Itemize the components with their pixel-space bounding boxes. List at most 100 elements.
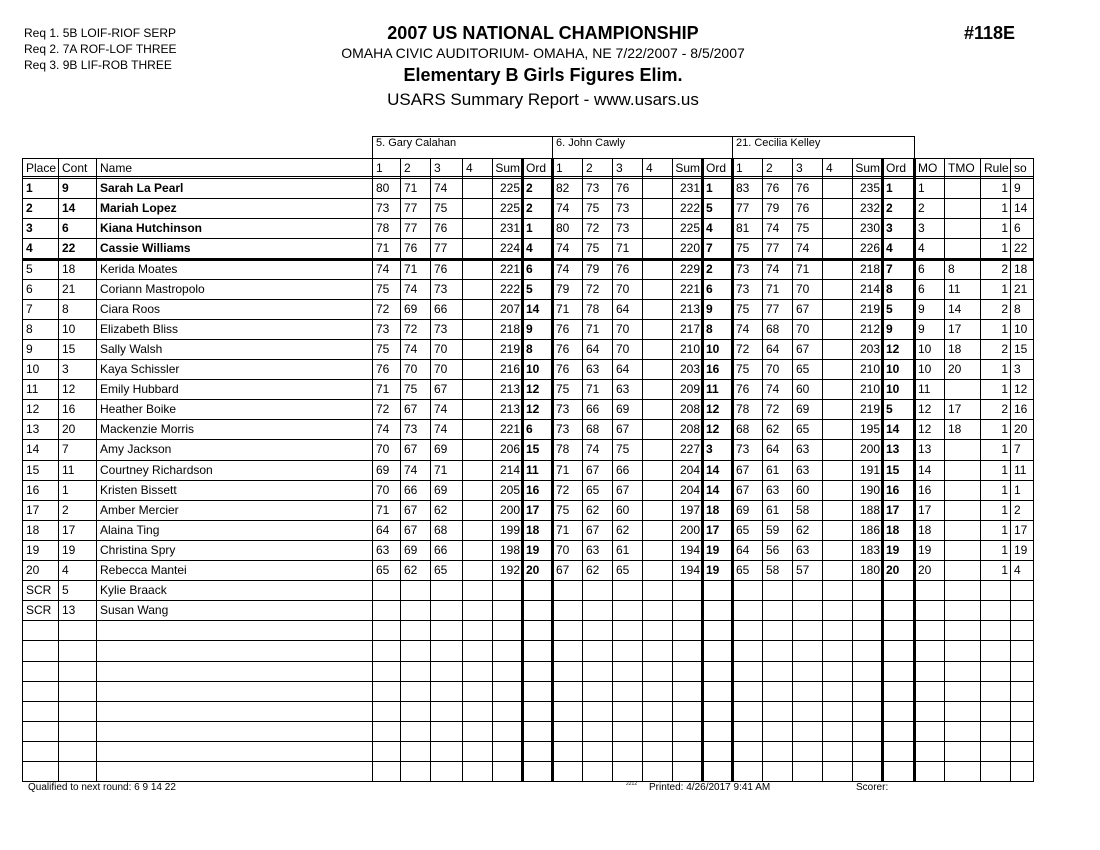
figure-score-cell: 69 (434, 442, 448, 457)
place-cell: SCR (26, 603, 52, 618)
judge-sum-cell: 203 (679, 362, 700, 376)
grid-line (22, 158, 23, 783)
rule-cell: 1 (1001, 563, 1008, 577)
contestant-number-cell: 5 (62, 583, 69, 598)
figure-score-cell: 56 (766, 542, 780, 557)
judge-ordinal-cell: 2 (706, 261, 713, 276)
judge-sum-cell: 219 (499, 341, 520, 356)
tmo-cell: 17 (948, 402, 962, 417)
place-cell: 11 (26, 382, 39, 397)
figure-score-cell: 73 (376, 201, 390, 216)
figure-score-cell: 71 (404, 261, 418, 276)
judge-sum-cell: 209 (679, 382, 700, 397)
so-cell: 3 (1014, 362, 1021, 376)
judge-sum-cell: 232 (859, 201, 880, 216)
figure-score-cell (642, 218, 672, 238)
rule-cell: 1 (1001, 201, 1008, 216)
grid-line (732, 136, 733, 158)
place-cell: 5 (26, 261, 33, 276)
figure-score-cell: 74 (404, 462, 418, 477)
contestant-number-cell: 7 (62, 442, 69, 457)
figure-score-cell: 67 (616, 422, 630, 437)
grid-line (22, 540, 1034, 541)
judge-name: 5. Gary Calahan (376, 137, 457, 149)
judge-sum-cell: 200 (859, 442, 880, 457)
grid-line (492, 158, 493, 783)
figure-score-cell (642, 238, 672, 258)
ordinal-divider (521, 158, 524, 783)
mo-cell: 19 (918, 542, 932, 557)
contestant-number-cell: 19 (62, 542, 76, 557)
skater-name-cell: Kiana Hutchinson (100, 221, 203, 236)
column-header-judge1-sum: Sum (495, 161, 520, 175)
figure-score-cell: 73 (434, 321, 448, 336)
figure-score-cell (822, 359, 852, 379)
figure-score-cell (822, 379, 852, 399)
figure-score-cell: 74 (434, 402, 448, 417)
skater-name-cell: Amber Mercier (100, 502, 179, 517)
figure-score-cell: 75 (586, 241, 600, 256)
figure-score-cell (822, 460, 852, 480)
figure-score-cell: 74 (766, 221, 780, 236)
figure-score-cell: 69 (376, 462, 390, 477)
tmo-cell (944, 218, 980, 238)
grid-line (462, 158, 463, 783)
grid-line (22, 238, 1034, 239)
figure-score-cell: 69 (736, 502, 750, 517)
figure-score-cell: 79 (586, 261, 600, 276)
figure-score-cell: 60 (796, 382, 810, 397)
figure-score-cell: 60 (616, 502, 630, 517)
judge-ordinal-cell: 8 (526, 341, 533, 356)
skater-name-cell: Sally Walsh (100, 341, 163, 356)
ordinal-divider (551, 158, 554, 783)
judge-ordinal-cell: 2 (886, 201, 893, 216)
place-cell: 4 (26, 241, 33, 256)
mo-cell: 9 (918, 321, 925, 336)
requirement-1: Req 1. 5B LOIF-RIOF SERP (24, 26, 177, 40)
place-cell: 8 (26, 321, 33, 336)
figure-score-cell (462, 399, 492, 419)
figure-score-cell: 68 (766, 321, 780, 336)
judge-ordinal-cell: 17 (886, 502, 900, 517)
skater-name-cell: Cassie Williams (100, 241, 191, 256)
figure-score-cell: 65 (796, 422, 810, 437)
contestant-number-cell: 10 (62, 321, 76, 336)
figure-score-cell: 72 (376, 402, 390, 417)
column-header-mo: MO (918, 161, 938, 175)
figure-score-cell: 74 (556, 261, 570, 276)
figure-score-cell: 62 (796, 522, 810, 537)
figure-score-cell (642, 379, 672, 399)
so-cell: 22 (1014, 241, 1028, 256)
grid-line (22, 701, 1034, 702)
grid-line (22, 781, 1034, 782)
column-header-name: Name (100, 161, 133, 175)
figure-score-cell (822, 259, 852, 279)
figure-score-cell: 79 (556, 281, 570, 296)
figure-score-cell: 76 (556, 341, 570, 356)
contestant-number-cell: 15 (62, 341, 76, 356)
figure-score-cell (822, 218, 852, 238)
judge-sum-cell: 203 (859, 341, 880, 356)
rule-cell: 1 (1001, 382, 1008, 397)
figure-score-cell: 74 (404, 341, 418, 356)
figure-score-cell: 78 (736, 402, 750, 417)
figure-score-cell: 62 (586, 502, 600, 517)
figure-score-cell (642, 419, 672, 439)
header-double-line (22, 176, 1034, 178)
figure-score-cell (822, 319, 852, 339)
scorer-label: Scorer: (856, 782, 889, 793)
column-header-judge1-4: 4 (466, 161, 473, 175)
figure-score-cell: 64 (376, 522, 390, 537)
figure-score-cell: 67 (556, 563, 570, 577)
figure-score-cell: 61 (766, 462, 780, 477)
skater-name-cell: Kylie Braack (100, 583, 167, 598)
ordinal-divider (913, 158, 916, 783)
judge-sum-cell: 210 (859, 362, 880, 376)
judge-ordinal-cell: 11 (526, 462, 539, 477)
judge-ordinal-cell: 11 (706, 382, 719, 397)
figure-score-cell: 57 (796, 563, 810, 577)
figure-score-cell (462, 359, 492, 379)
figure-score-cell: 70 (434, 362, 448, 376)
qualifier-divider (22, 258, 1034, 261)
figure-score-cell: 68 (586, 422, 600, 437)
